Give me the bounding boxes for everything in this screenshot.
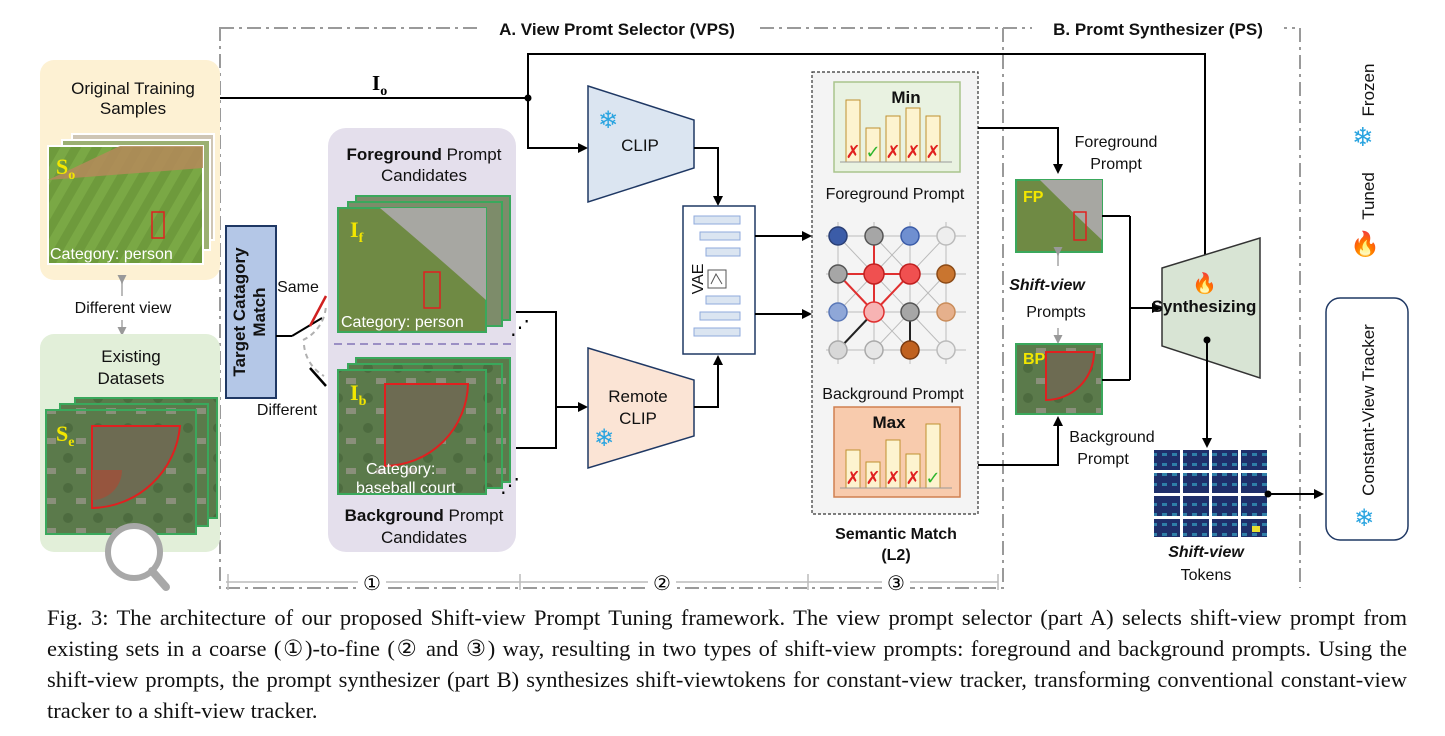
min-mark-3: ✗	[885, 142, 900, 163]
match-label: Target Catagory	[230, 247, 249, 377]
caption-text: Fig. 3: The architecture of our proposed…	[47, 605, 1407, 723]
prompts-label: Prompts	[1026, 304, 1086, 321]
snowflake-icon: ❄	[594, 424, 614, 452]
fg-prompt-text-2: Prompt	[1090, 156, 1142, 173]
ib-category-2: baseball court	[356, 480, 456, 497]
remote-clip-label-1: Remote	[608, 387, 668, 406]
shift-view-tokens-grid	[1152, 448, 1268, 537]
original-samples-panel: Original Training Samples So Category: p…	[40, 60, 220, 280]
fp-label: FP	[1023, 189, 1044, 206]
vps-title: A. View Promt Selector (VPS)	[499, 20, 735, 39]
architecture-diagram: A. View Promt Selector (VPS) B. Promt Sy…	[40, 18, 1409, 595]
vae-block: VAE	[682, 205, 756, 355]
min-mark-1: ✗	[845, 142, 860, 163]
if-label: If	[350, 217, 364, 246]
max-mark-1: ✗	[845, 468, 860, 489]
clip-label: CLIP	[621, 136, 659, 155]
target-category-match-block: Target Catagory Match	[225, 225, 277, 399]
max-box: Max ✗ ✗ ✗ ✗ ✓	[833, 406, 961, 498]
match-label-2: Match	[250, 287, 269, 336]
se-label: Se	[56, 421, 74, 450]
max-mark-2: ✗	[865, 468, 880, 489]
tracker-label: Constant-View Tracker	[1359, 324, 1378, 496]
so-label: So	[56, 154, 75, 183]
legend-frozen-label: Frozen	[1359, 64, 1378, 117]
existing-title-1: Existing	[101, 347, 161, 366]
step-1: ①	[363, 571, 381, 595]
existing-title-2: Datasets	[97, 369, 164, 388]
io-label: Io	[372, 71, 387, 99]
ib-label: Ib	[350, 380, 367, 409]
bp-label: BP	[1023, 351, 1046, 368]
bg-candidates-title: Background Prompt	[345, 506, 504, 525]
so-category: Category: person	[50, 246, 173, 263]
if-target-box	[423, 271, 441, 309]
bg-prompt-text-1: Background	[1069, 429, 1154, 446]
same-label: Same	[277, 279, 319, 296]
remote-clip-label-2: CLIP	[619, 409, 657, 428]
svg-text:⋰: ⋰	[510, 317, 530, 339]
prompt-candidates-panel: Foreground Prompt Candidates If Category…	[328, 128, 530, 552]
step-2: ②	[653, 571, 671, 595]
min-mark-4: ✗	[905, 142, 920, 163]
snowflake-icon: ❄	[1352, 123, 1374, 153]
flame-icon: 🔥	[1192, 271, 1217, 295]
different-label: Different	[257, 402, 318, 419]
fg-candidates-title: Foreground Prompt	[347, 145, 502, 164]
step-3: ③	[887, 571, 905, 595]
ps-title: B. Promt Synthesizer (PS)	[1053, 20, 1263, 39]
snowflake-icon: ❄	[598, 106, 618, 134]
max-label: Max	[872, 413, 906, 432]
remote-clip-encoder: Remote CLIP ❄	[587, 346, 695, 470]
snowflake-icon: ❄	[1354, 504, 1374, 532]
existing-datasets-panel: Existing Datasets Se	[40, 334, 220, 591]
tokens-label-2: Tokens	[1181, 567, 1232, 584]
synthesizing-label: Synthesizing	[1152, 297, 1257, 316]
different-view-label: Different view	[75, 300, 172, 317]
ib-category-1: Category:	[366, 461, 435, 478]
flame-icon: 🔥	[1350, 230, 1380, 258]
synthesizing-block: 🔥 Synthesizing	[1152, 236, 1261, 380]
original-title-1: Original Training	[71, 79, 195, 98]
bg-prompt-text-2: Prompt	[1077, 451, 1129, 468]
ps-frame	[1003, 27, 1301, 588]
figure-caption: Fig. 3: The architecture of our proposed…	[47, 602, 1407, 726]
semantic-match-title-2: (L2)	[881, 547, 910, 564]
shift-view-prompts-label: Shift-view	[1009, 277, 1086, 294]
magnifier-icon	[105, 523, 170, 591]
legend: Frozen ❄ Tuned 🔥	[1350, 64, 1380, 258]
min-box: Min ✗ ✓ ✗ ✗ ✗	[833, 81, 961, 173]
max-mark-3: ✗	[885, 468, 900, 489]
fg-prompt-text-1: Foreground	[1075, 134, 1158, 151]
clip-encoder: CLIP ❄	[587, 84, 695, 204]
step-dimension-line: ① ② ③	[226, 570, 999, 595]
bg-candidates-title-2: Candidates	[381, 528, 467, 547]
semantic-match-panel: Min ✗ ✓ ✗ ✗ ✗ Foreground Prompt	[811, 71, 979, 515]
max-mark-5: ✓	[925, 468, 940, 489]
constant-view-tracker-block: Constant-View Tracker ❄	[1325, 297, 1409, 541]
min-label: Min	[891, 88, 920, 107]
so-target-box	[151, 211, 165, 239]
fg-prompt-label: Foreground Prompt	[826, 186, 965, 203]
original-title-2: Samples	[100, 99, 166, 118]
bg-prompt-label: Background Prompt	[822, 386, 964, 403]
fg-candidates-title-2: Candidates	[381, 166, 467, 185]
min-mark-5: ✗	[925, 142, 940, 163]
max-mark-4: ✗	[905, 468, 920, 489]
semantic-match-title: Semantic Match	[835, 526, 957, 543]
svg-text:⋰: ⋰	[500, 475, 520, 497]
if-category: Category: person	[341, 314, 464, 331]
fp-image: FP	[1015, 179, 1103, 253]
tokens-label-1: Shift-view	[1168, 544, 1245, 561]
legend-tuned-label: Tuned	[1359, 172, 1378, 220]
graph-nodes	[828, 226, 956, 360]
vae-label: VAE	[690, 264, 707, 295]
bp-image: BP	[1015, 343, 1103, 415]
min-mark-2: ✓	[865, 142, 880, 163]
